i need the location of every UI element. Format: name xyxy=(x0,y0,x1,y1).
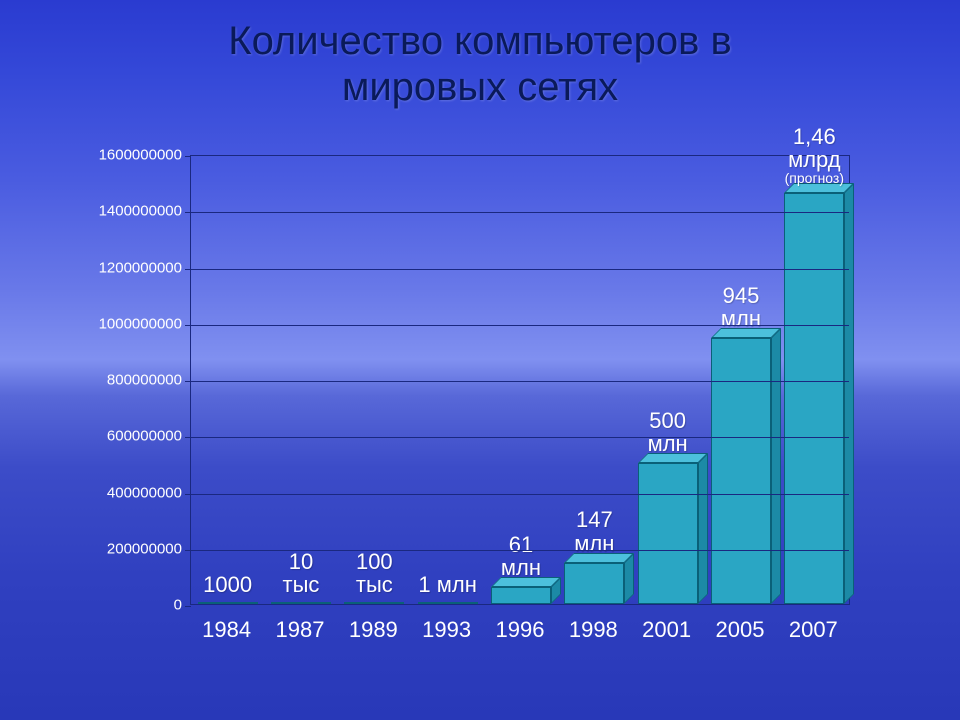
bar-slot: 147 млн xyxy=(564,154,624,604)
bar xyxy=(638,463,698,604)
bar-value-label: 1,46 млрд(прогноз) xyxy=(785,125,844,186)
ytick-label: 200000000 xyxy=(60,540,182,557)
ytick-label: 800000000 xyxy=(60,372,182,389)
ytick-mark xyxy=(185,381,191,382)
bar xyxy=(491,587,551,604)
ytick-label: 1600000000 xyxy=(60,147,182,164)
bar-front xyxy=(711,338,771,604)
ytick-label: 400000000 xyxy=(60,484,182,501)
bar-side-face xyxy=(844,183,854,604)
bar-slot: 100 тыс xyxy=(344,154,404,604)
x-category-label: 1998 xyxy=(569,617,618,643)
bar-slot: 1000 xyxy=(198,154,258,604)
bar-side-face xyxy=(698,453,708,604)
bar-slot: 10 тыс xyxy=(271,154,331,604)
bar-slot: 61 млн xyxy=(491,154,551,604)
ytick-label: 0 xyxy=(60,597,182,614)
ytick-label: 1000000000 xyxy=(60,315,182,332)
bar-slot: 1 млн xyxy=(418,154,478,604)
gridline xyxy=(191,212,849,213)
bar-value-label: 61 млн xyxy=(501,533,541,579)
ytick-mark xyxy=(185,212,191,213)
title-line-1: Количество компьютеров в xyxy=(228,19,731,63)
x-category-label: 2007 xyxy=(789,617,838,643)
ytick-label: 600000000 xyxy=(60,428,182,445)
ytick-mark xyxy=(185,156,191,157)
bar-front xyxy=(564,563,624,604)
bar-front xyxy=(344,602,404,604)
gridline xyxy=(191,550,849,551)
ytick-label: 1200000000 xyxy=(60,259,182,276)
page-title: Количество компьютеров в мировых сетях xyxy=(0,0,960,110)
title-line-2: мировых сетях xyxy=(342,65,618,109)
gridline xyxy=(191,269,849,270)
gridline xyxy=(191,325,849,326)
x-category-label: 1993 xyxy=(422,617,471,643)
bar-value-label: 10 тыс xyxy=(283,550,320,596)
bar-slot: 1,46 млрд(прогноз) xyxy=(784,154,844,604)
x-category-label: 2005 xyxy=(716,617,765,643)
gridline xyxy=(191,494,849,495)
plot-area: 1000 10 тыс 100 тыс 1 млн 61 млн 147 млн 500 м… xyxy=(190,155,850,605)
x-category-label: 1984 xyxy=(202,617,251,643)
x-category-label: 1989 xyxy=(349,617,398,643)
bar-front xyxy=(491,587,551,604)
ytick-mark xyxy=(185,494,191,495)
bar-front xyxy=(784,193,844,604)
bar-front xyxy=(418,602,478,604)
x-category-label: 2001 xyxy=(642,617,691,643)
ytick-mark xyxy=(185,269,191,270)
bar-value-label: 945 млн xyxy=(721,284,761,330)
ytick-label: 1400000000 xyxy=(60,203,182,220)
bar xyxy=(711,338,771,604)
x-labels: 1984 1987 1989 1993 1996 1998 2001 2005 2007 xyxy=(190,611,850,651)
bar-value-label: 500 млн xyxy=(648,409,688,455)
x-category-label: 1996 xyxy=(496,617,545,643)
ytick-mark xyxy=(185,550,191,551)
bar-front xyxy=(638,463,698,604)
bar-value-label: 1000 xyxy=(203,573,252,596)
bar-slot: 500 млн xyxy=(638,154,698,604)
gridline xyxy=(191,437,849,438)
bar-side-face xyxy=(624,553,634,604)
ytick-mark xyxy=(185,606,191,607)
bar-value-label: 147 млн xyxy=(574,508,614,554)
bar-front xyxy=(271,602,331,604)
bar-value-label: 100 тыс xyxy=(356,550,393,596)
ytick-mark xyxy=(185,437,191,438)
ytick-mark xyxy=(185,325,191,326)
bar-side-face xyxy=(771,328,781,604)
bars-layer: 1000 10 тыс 100 тыс 1 млн 61 млн 147 млн 500 м… xyxy=(191,156,849,604)
bar xyxy=(784,193,844,604)
bar-front xyxy=(198,602,258,604)
computers-chart: 1000 10 тыс 100 тыс 1 млн 61 млн 147 млн 500 м… xyxy=(60,155,860,675)
bar-slot: 945 млн xyxy=(711,154,771,604)
x-category-label: 1987 xyxy=(276,617,325,643)
bar-value-label: 1 млн xyxy=(418,573,476,596)
gridline xyxy=(191,381,849,382)
bar xyxy=(564,563,624,604)
